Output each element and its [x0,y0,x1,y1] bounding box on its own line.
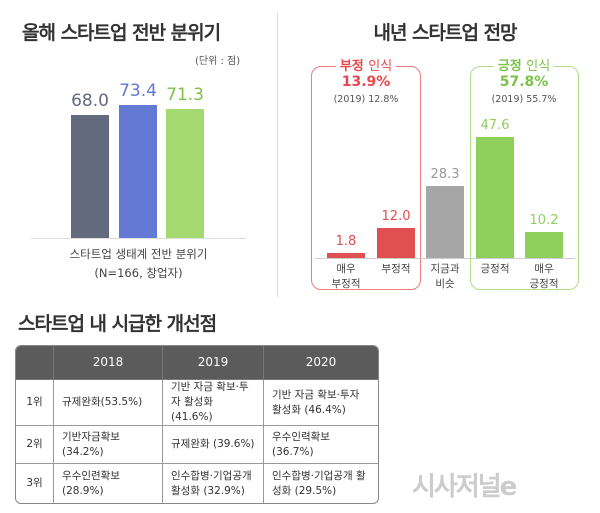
table-cell: 우수인력확보 (36.7%) [264,426,378,464]
bar-3 [476,137,514,258]
category-label-1: 부정적 [381,263,411,275]
rank-cell: 2위 [16,426,54,464]
table-cell: 기반 자금 확보·투자 활성화 (46.4%) [264,380,378,426]
improvements-table: 2018 2019 2020 1위 규제완화(53.5%) 기반 자금 확보·투… [15,345,379,504]
bar-2 [166,108,204,238]
value-label-4: 10.2 [529,213,559,229]
table-cell: 인수합병·기업공개 활성화 (29.5%) [272,469,366,497]
bar-4 [525,232,563,258]
table-cell: 기반 자금 확보·투자 활성화 (41.6%) [163,380,264,426]
value-label-3: 47.6 [480,118,510,134]
left-xlabel-note: (N=166, 창업자) [94,266,183,280]
value-label-2: 28.3 [430,167,460,183]
table-row: 2위 기반자금확보(34.2%) 규제완화 (39.6%) 우수인력확보 (36… [16,426,378,464]
publisher-logo: 시사저널e [412,472,517,502]
negative-prev: (2019) 12.8% [333,94,399,105]
table-cell: 규제완화(53.5%) [54,380,163,426]
header-2020: 2020 [264,346,378,380]
table-cell: 기반자금확보(34.2%) [54,426,163,464]
category-label-2: 지금과 비슷 [430,263,460,290]
value-label-2: 71.3 [166,84,204,105]
right-chart-title: 내년 스타트업 전망 [373,22,517,44]
divider [277,12,278,297]
header-2019: 2019 [163,346,264,380]
rank-cell: 1위 [16,380,54,426]
table-cell: 규제완화 (39.6%) [163,426,264,464]
negative-total: 13.9% [341,74,391,90]
positive-group-label: 긍정 인식 [493,55,555,74]
left-axis-line [31,238,246,239]
table-row: 1위 규제완화(53.5%) 기반 자금 확보·투자 활성화 (41.6%) 기… [16,380,378,426]
value-label-0: 68.0 [71,90,109,111]
rank-cell: 3위 [16,464,54,503]
category-label-4: 매우 긍정적 [529,263,559,290]
positive-prev: (2019) 55.7% [491,94,557,105]
value-label-1: 73.4 [119,81,157,102]
positive-total: 57.8% [499,74,549,90]
bar-0 [327,253,365,258]
left-xlabel: 스타트업 생태계 전반 분위기 [69,247,208,261]
bar-1 [377,227,415,258]
table-cell: 인수합병·기업공개 활성화 (32.9%) [163,464,264,503]
category-label-3: 긍정적 [480,263,510,275]
negative-group-label: 부정 인식 [335,55,397,74]
table-title: 스타트업 내 시급한 개선점 [18,313,217,335]
value-label-1: 12.0 [381,208,411,224]
bar-2 [426,186,464,258]
value-label-0: 1.8 [335,234,357,250]
table-row: 3위 우수인련확보(28.9%) 인수합병·기업공개 활성화 (32.9%) 인… [16,464,378,503]
header-blank [16,346,54,380]
bar-0 [71,114,109,238]
category-label-0: 매우 부정적 [331,263,361,290]
left-chart-title: 올해 스타트업 전반 분위기 [22,22,221,44]
unit-note: (단위 : 점) [195,56,241,67]
bar-1 [119,105,157,238]
right-axis-line [315,258,575,259]
table-cell: 우수인련확보(28.9%) [54,464,163,503]
header-2018: 2018 [54,346,163,380]
